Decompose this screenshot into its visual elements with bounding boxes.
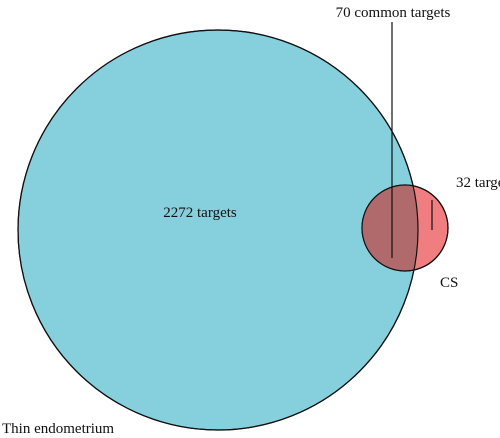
set-outline [361, 184, 449, 272]
set-circle-thin-endometrium [17, 29, 419, 431]
set-label: CS [440, 275, 458, 291]
set-label: Thin endometrium [2, 421, 114, 437]
set-count-label: 32 targets [456, 175, 500, 191]
intersection-region [362, 185, 418, 271]
set-count-label: 2272 targets [163, 205, 237, 221]
set-outline [17, 29, 419, 431]
intersection-label: 70 common targets [336, 5, 451, 21]
